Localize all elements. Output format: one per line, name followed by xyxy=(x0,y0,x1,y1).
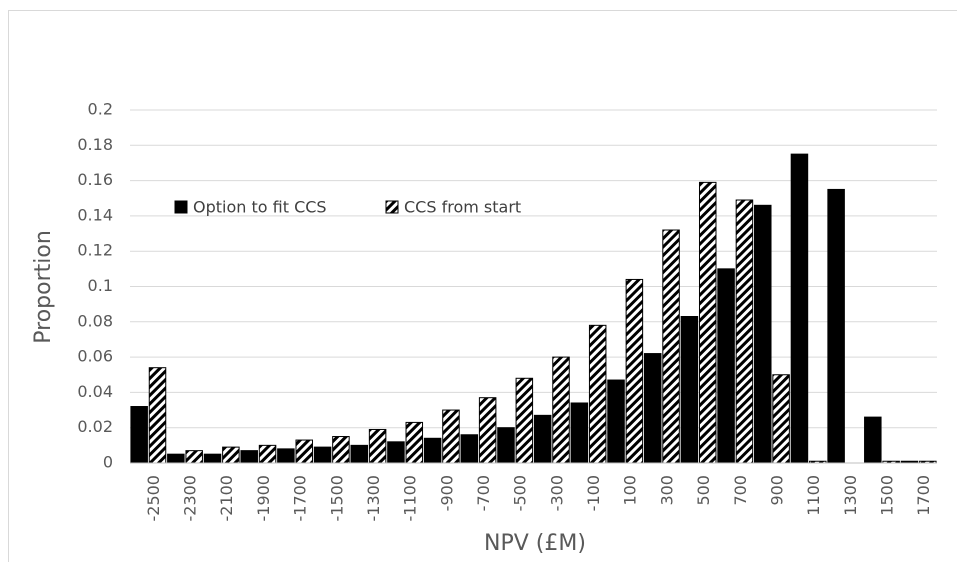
x-tick-label: -2100 xyxy=(217,475,236,522)
x-tick-label: -900 xyxy=(437,475,456,511)
bar xyxy=(277,448,295,464)
bar xyxy=(478,397,497,464)
bar xyxy=(313,446,332,464)
x-tick-label: 1100 xyxy=(804,475,823,516)
x-tick-label: 300 xyxy=(657,475,676,506)
y-tick-label: 0.16 xyxy=(77,170,113,189)
bar xyxy=(405,421,424,464)
legend-swatch xyxy=(174,200,188,214)
y-tick-label: 0.18 xyxy=(77,135,113,154)
bar xyxy=(717,268,735,464)
bar xyxy=(643,353,662,464)
x-tick-label: 1700 xyxy=(914,475,933,516)
y-axis-title: Proportion xyxy=(31,230,56,344)
bar xyxy=(515,377,534,464)
bar xyxy=(662,229,680,464)
bar xyxy=(607,379,625,464)
bar xyxy=(387,441,405,464)
bar xyxy=(222,446,240,464)
bar xyxy=(203,453,222,464)
bar xyxy=(258,444,277,464)
bar xyxy=(680,316,699,464)
legend-label: Option to fit CCS xyxy=(193,198,327,217)
bar xyxy=(552,356,570,464)
bar xyxy=(240,450,258,464)
x-tick-label: -1900 xyxy=(254,475,273,522)
bar xyxy=(735,199,754,464)
x-tick-label: -100 xyxy=(584,475,603,511)
bar xyxy=(130,406,148,464)
x-axis-title: NPV (£M) xyxy=(484,531,586,556)
bar xyxy=(460,434,479,464)
bar xyxy=(588,324,607,464)
x-tick-label: 500 xyxy=(694,475,713,506)
y-tick-label: 0.06 xyxy=(77,347,113,366)
bar xyxy=(790,153,809,464)
x-tick-label: 100 xyxy=(621,475,640,506)
x-tick-label: -2300 xyxy=(181,475,200,522)
bar xyxy=(368,428,387,464)
x-tick-label: 900 xyxy=(767,475,786,506)
bar xyxy=(497,427,515,464)
x-tick-label: -1100 xyxy=(401,475,420,522)
x-tick-label: -300 xyxy=(547,475,566,511)
bar xyxy=(148,367,167,464)
x-tick-label: -700 xyxy=(474,475,493,511)
x-tick-label: 700 xyxy=(731,475,750,506)
bar xyxy=(185,450,203,464)
y-tick-label: 0.12 xyxy=(77,241,113,260)
bar xyxy=(533,414,552,464)
x-tick-label: -1700 xyxy=(291,475,310,522)
y-tick-label: 0.02 xyxy=(77,417,113,436)
bar xyxy=(167,453,185,464)
x-tick-label: -500 xyxy=(511,475,530,511)
x-tick-label: -2500 xyxy=(144,475,163,522)
y-tick-label: 0.08 xyxy=(77,311,113,330)
legend-label: CCS from start xyxy=(404,198,521,217)
legend-swatch xyxy=(385,200,399,214)
y-tick-label: 0.04 xyxy=(77,382,113,401)
x-tick-label: -1500 xyxy=(327,475,346,522)
bar xyxy=(754,204,772,464)
x-tick-label: 1300 xyxy=(841,475,860,516)
bar xyxy=(864,416,882,464)
bar xyxy=(827,188,845,464)
y-tick-label: 0.2 xyxy=(88,100,113,119)
y-tick-label: 0 xyxy=(103,453,113,472)
bar xyxy=(772,374,790,464)
bar xyxy=(442,409,460,464)
bar xyxy=(423,437,442,464)
bar xyxy=(698,181,717,464)
y-tick-label: 0.1 xyxy=(88,276,113,295)
bar xyxy=(350,444,369,464)
bar xyxy=(570,402,589,464)
bar xyxy=(625,278,644,464)
chart-border xyxy=(8,10,957,562)
bar xyxy=(295,439,313,464)
bar xyxy=(332,436,350,464)
y-tick-label: 0.14 xyxy=(77,205,113,224)
x-tick-label: 1500 xyxy=(877,475,896,516)
x-tick-label: -1300 xyxy=(364,475,383,522)
